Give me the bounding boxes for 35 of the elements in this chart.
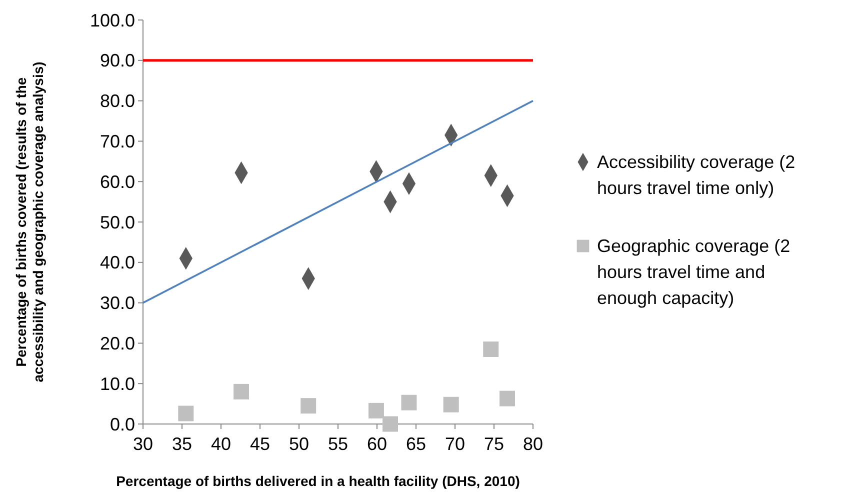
point [234, 384, 250, 400]
x-tick-label: 65 [406, 434, 426, 454]
point [401, 394, 417, 410]
x-tick-label: 40 [210, 434, 232, 454]
y-tick-label: 70.0 [100, 132, 135, 152]
point [443, 396, 459, 412]
y-axis-title: Percentage of births covered (results of the accessibility and geographic coverage analysis) [13, 62, 46, 382]
x-axis-title: Percentage of births delivered in a health facility (DHS, 2010) [116, 473, 520, 489]
legend-label: Accessibility coverage (2 hours travel time only) [597, 152, 796, 198]
point [178, 406, 194, 422]
x-tick-label: 55 [328, 434, 348, 454]
legend-label: Geographic coverage (2 hours travel time and enough capacity) [597, 236, 790, 308]
x-tick-label: 30 [132, 434, 154, 454]
point [382, 416, 398, 432]
x-tick-label: 75 [484, 434, 504, 454]
y-tick-label: 10.0 [100, 374, 135, 394]
x-tick-label: 60 [366, 434, 388, 454]
y-tick-label: 40.0 [100, 252, 135, 273]
point [500, 390, 516, 406]
y-tick-label: 60.0 [100, 172, 135, 192]
x-tick-label: 50 [288, 434, 310, 454]
y-tick-label: 100.0 [90, 10, 135, 30]
y-tick-label: 50.0 [100, 212, 135, 232]
x-tick-label: 80 [522, 434, 544, 454]
x-tick-label: 35 [172, 434, 192, 454]
point [483, 342, 499, 358]
y-tick-label: 80.0 [100, 91, 135, 112]
y-tick-label: 90.0 [100, 50, 135, 71]
y-tick-label: 20.0 [100, 334, 135, 354]
x-tick-label: 45 [250, 434, 270, 454]
y-tick-label: 0.0 [110, 414, 135, 434]
point [368, 402, 384, 418]
point [300, 398, 316, 414]
y-tick-label: 30.0 [100, 293, 135, 314]
x-tick-label: 70 [444, 434, 466, 454]
